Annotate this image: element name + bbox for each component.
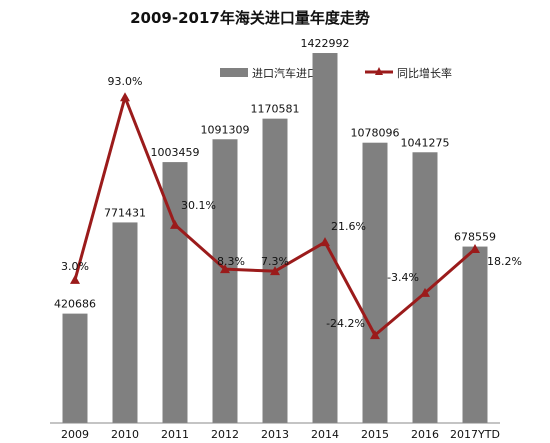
x-tick-label-2010: 2010 xyxy=(111,428,139,441)
line-layer: 3.0% 93.0% 30.1% 8.3% 7.3% 21.6% -24.2% -3.4% 18… xyxy=(61,75,522,340)
growth-rate-point-2013 xyxy=(270,266,280,276)
growth-rate-label-2011: 30.1% xyxy=(181,199,216,212)
growth-rate-label-2015: -24.2% xyxy=(326,317,365,330)
bar-value-label-2010: 771431 xyxy=(104,206,146,219)
bar-2009 xyxy=(62,313,88,423)
growth-rate-point-2015 xyxy=(370,330,380,340)
growth-rate-label-2009: 3.0% xyxy=(61,260,89,273)
x-tick-label-2015: 2015 xyxy=(361,428,389,441)
bar-2010 xyxy=(112,222,138,423)
x-tick-label-2013: 2013 xyxy=(261,428,289,441)
bar-value-label-2011: 1003459 xyxy=(151,146,200,159)
bar-value-label-2009: 420686 xyxy=(54,298,96,311)
bar-value-label-2012: 1091309 xyxy=(201,123,250,136)
legend-bar-swatch xyxy=(220,68,248,77)
bar-2017YTD xyxy=(462,246,488,423)
x-tick-label-2016: 2016 xyxy=(411,428,439,441)
growth-rate-point-2016 xyxy=(420,287,430,297)
x-tick-label-2012: 2012 xyxy=(211,428,239,441)
bar-2015 xyxy=(362,142,388,423)
growth-rate-point-2012 xyxy=(220,264,230,274)
ticks-layer: 2009 2010 2011 2012 2013 2014 2015 2016 2017YTD xyxy=(61,428,500,441)
legend: 进口汽车进口量 同比增长率 xyxy=(220,66,452,80)
x-tick-label-2009: 2009 xyxy=(61,428,89,441)
bar-value-label-2017YTD: 678559 xyxy=(454,231,496,244)
bar-value-label-2016: 1041275 xyxy=(401,136,450,149)
growth-rate-label-2010: 93.0% xyxy=(108,75,143,88)
growth-rate-label-2017YTD: 18.2% xyxy=(487,255,522,268)
chart-title: 2009-2017年海关进口量年度走势 xyxy=(130,9,370,27)
x-tick-label-2017YTD: 2017YTD xyxy=(450,428,500,441)
growth-rate-label-2013: 7.3% xyxy=(261,255,289,268)
legend-line-marker xyxy=(375,67,383,75)
bar-value-label-2013: 1170581 xyxy=(251,103,300,116)
legend-bar-label: 进口汽车进口量 xyxy=(252,66,329,80)
x-tick-label-2014: 2014 xyxy=(311,428,339,441)
growth-rate-point-2010 xyxy=(120,92,130,102)
bar-value-label-2014: 1422992 xyxy=(301,37,350,50)
growth-rate-point-2009 xyxy=(70,274,80,284)
growth-rate-point-2011 xyxy=(170,219,180,229)
growth-rate-point-2017YTD xyxy=(470,244,480,254)
bar-2012 xyxy=(212,139,238,424)
legend-line-label: 同比增长率 xyxy=(397,66,452,80)
growth-rate-point-2014 xyxy=(320,237,330,247)
bar-2016 xyxy=(412,152,438,423)
bar-value-label-2015: 1078096 xyxy=(351,127,400,140)
growth-rate-label-2014: 21.6% xyxy=(331,220,366,233)
x-tick-label-2011: 2011 xyxy=(161,428,189,441)
growth-rate-label-2016: -3.4% xyxy=(387,271,419,284)
growth-rate-label-2012: 8.3% xyxy=(217,255,245,268)
